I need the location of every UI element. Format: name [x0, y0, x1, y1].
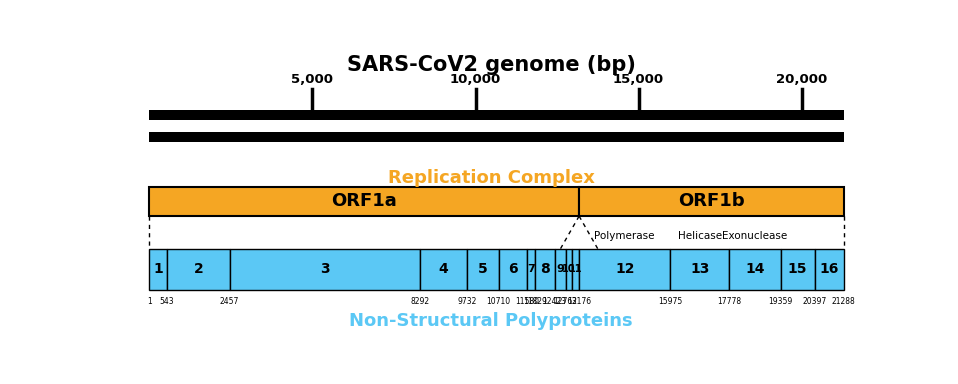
Text: 2: 2 [194, 262, 203, 276]
Text: 12762: 12762 [554, 298, 578, 306]
Text: 5,000: 5,000 [291, 73, 333, 86]
FancyBboxPatch shape [814, 248, 844, 290]
Text: 12423: 12423 [542, 298, 566, 306]
FancyBboxPatch shape [230, 248, 420, 290]
FancyBboxPatch shape [527, 248, 536, 290]
Text: ORF1b: ORF1b [678, 192, 744, 210]
Text: 11: 11 [569, 264, 582, 274]
FancyBboxPatch shape [149, 132, 844, 142]
Text: Exonuclease: Exonuclease [722, 231, 787, 241]
FancyBboxPatch shape [149, 248, 167, 290]
FancyBboxPatch shape [565, 248, 572, 290]
Text: 19359: 19359 [768, 298, 793, 306]
Text: 7: 7 [527, 264, 535, 274]
Text: Helicase: Helicase [677, 231, 721, 241]
Text: 8292: 8292 [410, 298, 429, 306]
Text: 13176: 13176 [567, 298, 591, 306]
Text: 9: 9 [557, 264, 564, 274]
FancyBboxPatch shape [572, 248, 579, 290]
Text: 2457: 2457 [220, 298, 240, 306]
FancyBboxPatch shape [555, 248, 565, 290]
Text: 11829: 11829 [523, 298, 547, 306]
Text: 1: 1 [153, 262, 163, 276]
Text: 15975: 15975 [658, 298, 682, 306]
FancyBboxPatch shape [579, 187, 844, 216]
Text: Polymerase: Polymerase [595, 231, 655, 241]
FancyBboxPatch shape [579, 248, 671, 290]
FancyBboxPatch shape [467, 248, 499, 290]
FancyBboxPatch shape [499, 248, 527, 290]
Text: 10710: 10710 [487, 298, 511, 306]
Text: 20397: 20397 [803, 298, 827, 306]
Text: 4: 4 [439, 262, 448, 276]
Text: ORF1a: ORF1a [331, 192, 398, 210]
FancyBboxPatch shape [536, 248, 555, 290]
FancyBboxPatch shape [149, 187, 579, 216]
FancyBboxPatch shape [781, 248, 814, 290]
Text: 5: 5 [478, 262, 488, 276]
Text: 16: 16 [819, 262, 839, 276]
FancyBboxPatch shape [729, 248, 781, 290]
Text: SARS-CoV2 genome (bp): SARS-CoV2 genome (bp) [347, 55, 635, 75]
FancyBboxPatch shape [671, 248, 729, 290]
Text: 543: 543 [160, 298, 174, 306]
Text: 9732: 9732 [457, 298, 476, 306]
Text: Non-Structural Polyproteins: Non-Structural Polyproteins [349, 312, 633, 330]
Text: 10: 10 [562, 264, 576, 274]
Text: 11580: 11580 [515, 298, 539, 306]
Text: 21288: 21288 [832, 298, 855, 306]
FancyBboxPatch shape [167, 248, 230, 290]
Text: Replication Complex: Replication Complex [388, 169, 594, 187]
Text: 8: 8 [540, 262, 550, 276]
Text: 13: 13 [690, 262, 710, 276]
Text: 17778: 17778 [718, 298, 741, 306]
Text: 6: 6 [508, 262, 517, 276]
FancyBboxPatch shape [420, 248, 467, 290]
Text: 15,000: 15,000 [613, 73, 664, 86]
Text: 20,000: 20,000 [776, 73, 828, 86]
Text: 15: 15 [787, 262, 808, 276]
Text: 3: 3 [320, 262, 330, 276]
Text: 12: 12 [615, 262, 634, 276]
Text: 1: 1 [148, 298, 152, 306]
Text: 10,000: 10,000 [450, 73, 501, 86]
FancyBboxPatch shape [149, 110, 844, 120]
Text: 14: 14 [745, 262, 764, 276]
